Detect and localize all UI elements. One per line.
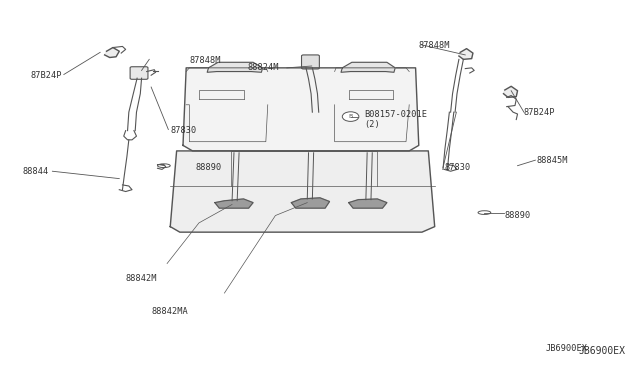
Text: 88824M: 88824M	[247, 63, 278, 72]
Ellipse shape	[478, 211, 491, 214]
Text: 87B24P: 87B24P	[524, 108, 556, 117]
Text: 87830: 87830	[444, 163, 470, 172]
Text: 87848M: 87848M	[189, 56, 221, 65]
Text: 88842M: 88842M	[125, 274, 157, 283]
Text: B08157-0201E
(2): B08157-0201E (2)	[365, 110, 428, 129]
Text: 87848M: 87848M	[419, 41, 451, 50]
Text: B: B	[348, 114, 353, 119]
Ellipse shape	[157, 164, 170, 167]
FancyBboxPatch shape	[130, 67, 148, 79]
Text: 88844: 88844	[23, 167, 49, 176]
FancyBboxPatch shape	[301, 55, 319, 69]
Text: 87830: 87830	[170, 126, 196, 135]
Polygon shape	[183, 68, 419, 151]
Polygon shape	[459, 49, 473, 60]
Text: JB6900EX: JB6900EX	[579, 346, 626, 356]
Polygon shape	[504, 86, 518, 97]
Text: 88845M: 88845M	[537, 155, 568, 165]
Polygon shape	[215, 199, 253, 208]
Polygon shape	[291, 198, 330, 208]
Text: 88890: 88890	[196, 163, 222, 172]
Circle shape	[342, 112, 359, 121]
Text: 87B24P: 87B24P	[31, 71, 62, 80]
Polygon shape	[349, 199, 387, 208]
Text: 88890: 88890	[505, 211, 531, 220]
Polygon shape	[207, 62, 262, 72]
Text: 88842MA: 88842MA	[151, 307, 188, 316]
Polygon shape	[170, 151, 435, 232]
Polygon shape	[341, 62, 395, 72]
Polygon shape	[104, 48, 119, 58]
Text: JB6900EX: JB6900EX	[546, 344, 588, 353]
